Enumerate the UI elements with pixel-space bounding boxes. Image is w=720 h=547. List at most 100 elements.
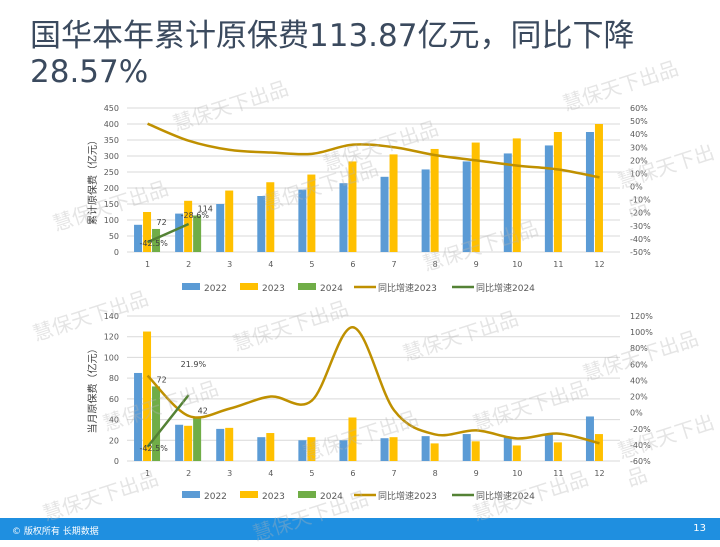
bar-2022-7 xyxy=(380,438,389,461)
bar-2022-12 xyxy=(585,132,594,252)
legend-label: 2024 xyxy=(320,284,343,294)
bar-2023-2 xyxy=(184,425,193,461)
bar-2024-2 xyxy=(193,215,202,252)
x-tick-label: 8 xyxy=(433,260,438,269)
data-label: -42.5% xyxy=(140,239,169,248)
legend-label: 同比增速2024 xyxy=(476,282,535,294)
x-tick-label: 9 xyxy=(474,260,479,269)
bar-2023-10 xyxy=(512,445,521,461)
bar-2023-8 xyxy=(430,148,439,252)
y-tick-label: 50 xyxy=(109,232,119,241)
legend-label: 同比增速2023 xyxy=(378,282,437,294)
legend-swatch xyxy=(182,491,200,498)
x-tick-label: 12 xyxy=(594,469,604,478)
y2-tick-label: 40% xyxy=(630,130,648,139)
y2-tick-label: 20% xyxy=(630,156,648,165)
bar-2022-2 xyxy=(175,213,184,252)
data-label: 72 xyxy=(157,218,167,227)
y-tick-label: 0 xyxy=(114,457,119,466)
y2-tick-label: 100% xyxy=(630,328,653,337)
bar-2022-5 xyxy=(298,440,307,461)
y2-tick-label: 80% xyxy=(630,344,648,353)
y2-tick-label: -20% xyxy=(630,425,651,434)
bar-2022-9 xyxy=(462,434,471,461)
y2-tick-label: 120% xyxy=(630,312,653,321)
bar-2022-4 xyxy=(257,437,266,461)
bar-2022-8 xyxy=(421,169,430,252)
y-tick-label: 350 xyxy=(104,136,119,145)
y2-tick-label: 60% xyxy=(630,360,648,369)
x-tick-label: 10 xyxy=(512,469,522,478)
bar-2023-4 xyxy=(266,182,275,252)
data-label: 42 xyxy=(198,407,208,416)
bar-2023-5 xyxy=(307,437,316,461)
x-tick-label: 1 xyxy=(145,469,150,478)
y-tick-label: 80 xyxy=(109,374,119,383)
copyright: © 版权所有 长期数据 xyxy=(12,527,99,537)
y-tick-label: 60 xyxy=(109,395,119,404)
x-tick-label: 7 xyxy=(391,469,396,478)
bar-2023-11 xyxy=(553,442,562,461)
y2-tick-label: -50% xyxy=(630,248,651,257)
bar-2023-9 xyxy=(471,441,480,461)
y-tick-label: 100 xyxy=(104,216,119,225)
legend-label: 2022 xyxy=(204,492,227,502)
bar-2022-9 xyxy=(462,161,471,252)
bar-2022-4 xyxy=(257,196,266,252)
bar-2022-1 xyxy=(134,224,143,252)
y2-tick-label: -40% xyxy=(630,441,651,450)
x-tick-label: 3 xyxy=(227,469,232,478)
y-tick-label: 120 xyxy=(104,333,119,342)
x-tick-label: 2 xyxy=(186,469,191,478)
y2-tick-label: 40% xyxy=(630,376,648,385)
legend-label: 同比增速2024 xyxy=(476,490,535,502)
x-tick-label: 4 xyxy=(268,260,273,269)
page-title: 国华本年累计原保费113.87亿元，同比下降28.57% xyxy=(30,18,635,90)
chart-area: 050100150200250300350400450-50%-40%-30%-… xyxy=(86,104,653,502)
y-tick-label: 250 xyxy=(104,168,119,177)
legend-swatch xyxy=(182,283,200,290)
bar-2022-5 xyxy=(298,189,307,252)
y-tick-label: 450 xyxy=(104,104,119,113)
bar-2022-1 xyxy=(134,372,143,461)
y2-tick-label: 60% xyxy=(630,104,648,113)
legend-swatch xyxy=(298,283,316,290)
y-axis-label: 累计原保费（亿元） xyxy=(86,135,99,225)
y-tick-label: 20 xyxy=(109,436,119,445)
x-tick-label: 6 xyxy=(350,260,355,269)
bar-2023-4 xyxy=(266,433,275,461)
bar-2023-8 xyxy=(430,443,439,461)
y-tick-label: 40 xyxy=(109,416,119,425)
x-tick-label: 10 xyxy=(512,260,522,269)
y-axis-label: 当月原保费（亿元） xyxy=(86,344,99,434)
x-tick-label: 5 xyxy=(309,260,314,269)
page-number: 13 xyxy=(693,523,706,534)
legend-label: 2022 xyxy=(204,284,227,294)
bar-2023-10 xyxy=(512,138,521,252)
bar-2023-3 xyxy=(225,190,234,252)
line-同比增速2024 xyxy=(146,394,190,448)
bar-2023-2 xyxy=(184,200,193,252)
line-同比增速2023 xyxy=(147,122,600,179)
y2-tick-label: -10% xyxy=(630,196,651,205)
x-tick-label: 6 xyxy=(350,469,355,478)
bar-2023-6 xyxy=(348,417,357,461)
y2-tick-label: 0% xyxy=(630,409,643,418)
x-tick-label: 5 xyxy=(309,469,314,478)
legend-label: 2023 xyxy=(262,492,285,502)
bar-2023-12 xyxy=(594,434,603,461)
y2-tick-label: 20% xyxy=(630,393,648,402)
bar-2023-6 xyxy=(348,161,357,252)
x-tick-label: 7 xyxy=(391,260,396,269)
y2-tick-label: -20% xyxy=(630,209,651,218)
x-tick-label: 12 xyxy=(594,260,604,269)
bar-2022-12 xyxy=(585,416,594,461)
bar-2022-8 xyxy=(421,436,430,461)
line-同比增速2024 xyxy=(147,222,190,244)
y2-tick-label: 30% xyxy=(630,143,648,152)
footer: © 版权所有 长期数据 13 xyxy=(0,518,720,540)
x-tick-label: 8 xyxy=(433,469,438,478)
bar-2023-5 xyxy=(307,174,316,252)
y-tick-label: 200 xyxy=(104,184,119,193)
data-label: 72 xyxy=(157,375,167,384)
